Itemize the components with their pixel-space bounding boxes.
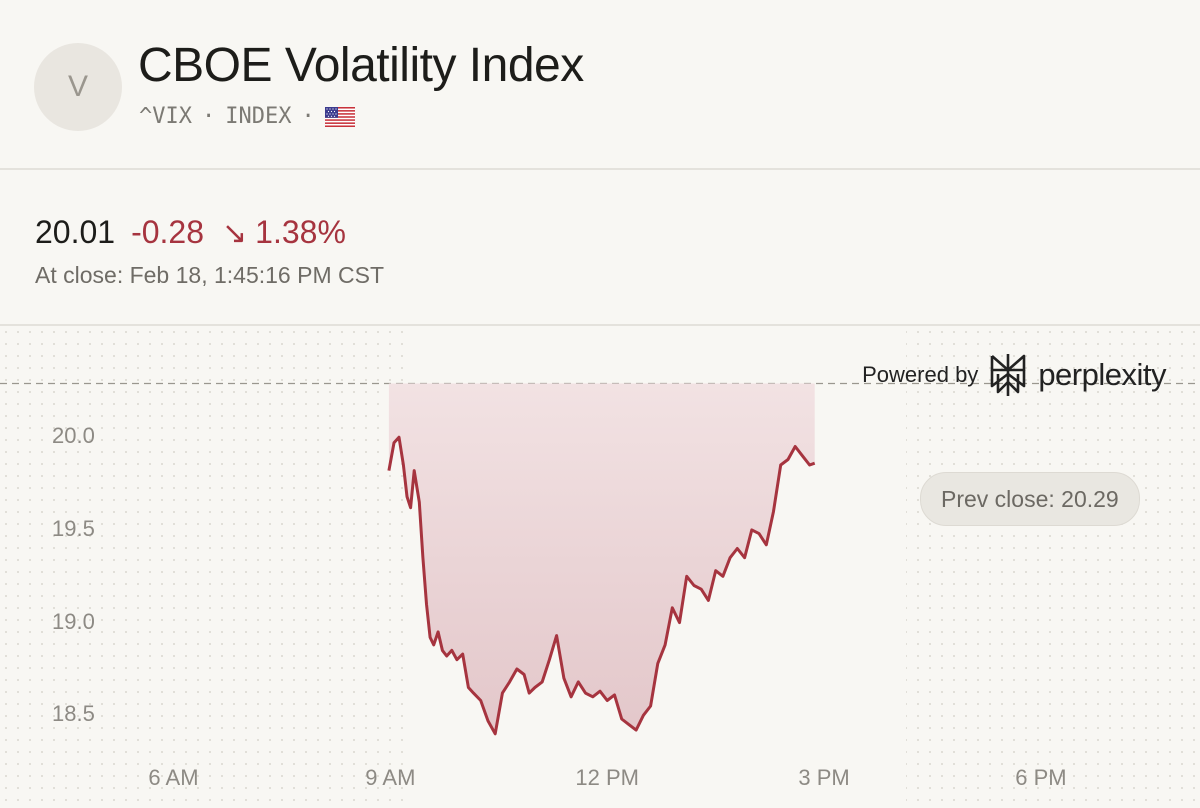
- perplexity-logo-icon: [991, 354, 1026, 396]
- y-tick-label: 20.0: [52, 423, 95, 449]
- x-tick-label: 6 PM: [1015, 765, 1067, 790]
- chart-svg: [0, 326, 1200, 808]
- powered-by-text: Powered by: [862, 362, 979, 387]
- header: V CBOE Volatility Index ^VIX · INDEX ·: [0, 0, 1200, 170]
- close-timestamp: At close: Feb 18, 1:45:16 PM CST: [35, 262, 384, 288]
- avatar-letter: V: [67, 70, 88, 103]
- change-percent: 1.38%: [255, 214, 346, 250]
- ticker-subtitle: ^VIX · INDEX ·: [139, 104, 355, 129]
- x-tick-label: 6 AM: [148, 765, 199, 790]
- x-tick-label: 9 AM: [365, 765, 416, 790]
- current-price: 20.01: [35, 214, 116, 250]
- brand-name: perplexity: [1038, 357, 1166, 392]
- subtitle-separator: ·: [201, 104, 216, 129]
- x-tick-label: 3 PM: [798, 765, 850, 790]
- series-area-fill: [388, 383, 815, 734]
- avatar: V: [34, 43, 122, 131]
- quote-panel: 20.01 -0.28 ↘ 1.38% At close: Feb 18, 1:…: [0, 170, 1200, 326]
- chart-dot-background-right: [906, 326, 1200, 808]
- y-tick-label: 19.5: [52, 515, 95, 541]
- page-title: CBOE Volatility Index: [138, 39, 584, 92]
- chart-dot-background-left: [0, 326, 408, 808]
- price-chart[interactable]: Powered by perplexity Prev close: 20.29 …: [0, 326, 1200, 808]
- prev-close-badge: Prev close: 20.29: [920, 472, 1140, 526]
- exchange-label: INDEX: [225, 104, 292, 129]
- x-tick-label: 12 PM: [575, 765, 640, 790]
- arrow-down-right-icon: ↘: [222, 217, 248, 250]
- ticker-symbol: ^VIX: [139, 104, 192, 129]
- price-row: 20.01 -0.28 ↘ 1.38%: [35, 214, 346, 251]
- us-flag-icon: [324, 106, 355, 127]
- y-tick-label: 19.0: [52, 608, 95, 634]
- subtitle-separator: ·: [301, 104, 315, 129]
- y-tick-label: 18.5: [52, 701, 95, 727]
- price-change: -0.28: [131, 214, 205, 250]
- powered-by-badge[interactable]: Powered by perplexity: [862, 352, 1166, 398]
- series-line: [387, 435, 816, 736]
